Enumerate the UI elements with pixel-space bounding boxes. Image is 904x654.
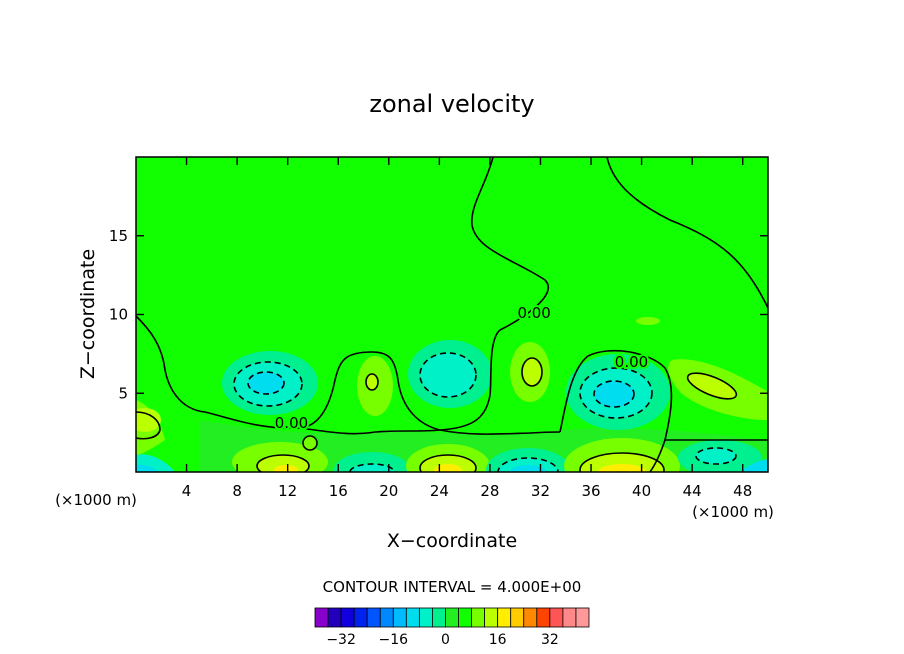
contour-label: 0.00 [275, 414, 308, 432]
neg-cell-2-inner [420, 353, 476, 397]
neg-contour-6 [695, 447, 737, 465]
chart-title: zonal velocity [369, 90, 534, 118]
colorbar-tick-label: −32 [326, 632, 356, 648]
y-tick-label: 15 [109, 227, 128, 245]
colorbar-swatch [536, 607, 551, 628]
plot-area: 0.00 0.00 0.00 [135, 156, 769, 473]
pos-bottom-3-core [580, 453, 664, 472]
neg-contour-1 [233, 361, 303, 407]
neg-contour-2 [419, 352, 477, 398]
pos-bottom-2-core [420, 455, 476, 472]
colorbar: −32 −16 0 16 32 [314, 607, 590, 648]
neg-bottom-left-inner [136, 464, 158, 472]
x-unit-label-right: (×1000 m) [692, 503, 774, 521]
neg-bottom-2-inner [510, 465, 546, 472]
x-tick-label: 36 [581, 482, 600, 500]
pos-bottom-1-peak [274, 465, 298, 472]
colorbar-swatch [575, 607, 590, 628]
pos-contour-f [579, 452, 665, 472]
colorbar-swatch [549, 607, 564, 628]
pos-contour-h [136, 411, 161, 440]
colorbar-swatch [484, 607, 499, 628]
zero-contour-upper [439, 157, 549, 431]
contour-labels: 0.00 0.00 0.00 [273, 302, 650, 434]
x-tick-label: 48 [733, 482, 752, 500]
contour-label: 0.00 [517, 304, 550, 322]
contour-lines [136, 157, 768, 472]
colorbar-swatch [327, 607, 342, 628]
contour-interval-note: CONTOUR INTERVAL = 4.000E+00 [323, 578, 582, 596]
colorbar-swatch [510, 607, 525, 628]
pos-cell-a-core [366, 374, 378, 390]
colorbar-swatch [418, 607, 433, 628]
pos-bottom-2-peak [434, 464, 462, 472]
colorbar-tick-label: 0 [441, 632, 450, 648]
zero-contour-right [606, 157, 768, 309]
zero-contour-cell3 [559, 349, 673, 472]
neg-contour-3b [593, 380, 635, 408]
pos-contour-g [302, 435, 318, 451]
colorbar-swatch [471, 607, 486, 628]
colorbar-tick-label: 16 [489, 632, 507, 648]
zero-contour-lower [299, 427, 561, 435]
neg-bottom-1-inner [350, 464, 394, 472]
x-tick-label: 16 [329, 482, 348, 500]
colorbar-swatch [523, 607, 538, 628]
y-tick-label: 10 [109, 306, 128, 324]
x-unit-label-left: (×1000 m) [55, 491, 137, 509]
x-tick-label: 24 [430, 482, 449, 500]
pos-contour-c [686, 372, 738, 400]
neg-bottom-1 [334, 452, 410, 472]
neg-contour-4 [349, 463, 395, 472]
neg-contour-1b [247, 371, 285, 395]
colorbar-swatch [445, 607, 459, 628]
pos-bottom-3-peak [598, 464, 646, 472]
pos-contour-d [256, 454, 310, 472]
x-tick-label: 28 [480, 482, 499, 500]
x-tick-label: 40 [632, 482, 651, 500]
x-tick-label: 44 [683, 482, 702, 500]
contour-label: 0.00 [615, 353, 648, 371]
colorbar-tick-label: 32 [541, 632, 559, 648]
x-tick-label: 4 [182, 482, 192, 500]
colorbar-swatch [405, 607, 420, 628]
pos-left-edge [136, 408, 161, 432]
neg-contour-3 [579, 367, 653, 419]
y-axis-label: Z−coordinate [77, 249, 99, 379]
y-axis: 5 10 15 [109, 227, 768, 402]
neg-cell-3-inner [594, 381, 634, 407]
y-tick-label: 5 [118, 384, 128, 402]
colorbar-swatch [379, 607, 394, 628]
neg-bottom-3-edge [740, 459, 768, 472]
colorbar-swatch [392, 607, 407, 628]
pos-cell-small [636, 317, 660, 325]
negative-contours [233, 352, 737, 472]
colorbar-swatch [366, 607, 381, 628]
x-tick-label: 32 [531, 482, 550, 500]
colorbar-swatch [458, 607, 472, 628]
pos-contour-a [365, 373, 379, 391]
neg-bottom-3-inner [696, 448, 736, 464]
pos-cell-b-core [522, 358, 542, 386]
colorbar-swatch [353, 607, 368, 628]
pos-contour-b [521, 357, 543, 387]
colorbar-swatch [340, 607, 355, 628]
colorbar-swatch [497, 607, 512, 628]
colorbar-swatch [432, 607, 446, 628]
zero-contour-left [136, 315, 441, 431]
pos-contour-e [419, 454, 477, 472]
x-axis: 4 8 12 16 20 24 28 32 36 40 44 48 [182, 157, 752, 500]
neg-cell-1-inner [248, 372, 284, 394]
colorbar-swatch [562, 607, 577, 628]
pos-cell-c-core [687, 373, 737, 399]
x-axis-label: X−coordinate [387, 530, 517, 552]
colorbar-tick-label: −16 [379, 632, 409, 648]
plot-background [136, 157, 768, 472]
x-tick-label: 8 [232, 482, 242, 500]
x-tick-label: 12 [278, 482, 297, 500]
colorbar-swatch [314, 607, 329, 628]
pos-bottom-1b [303, 436, 317, 450]
x-tick-label: 20 [379, 482, 398, 500]
